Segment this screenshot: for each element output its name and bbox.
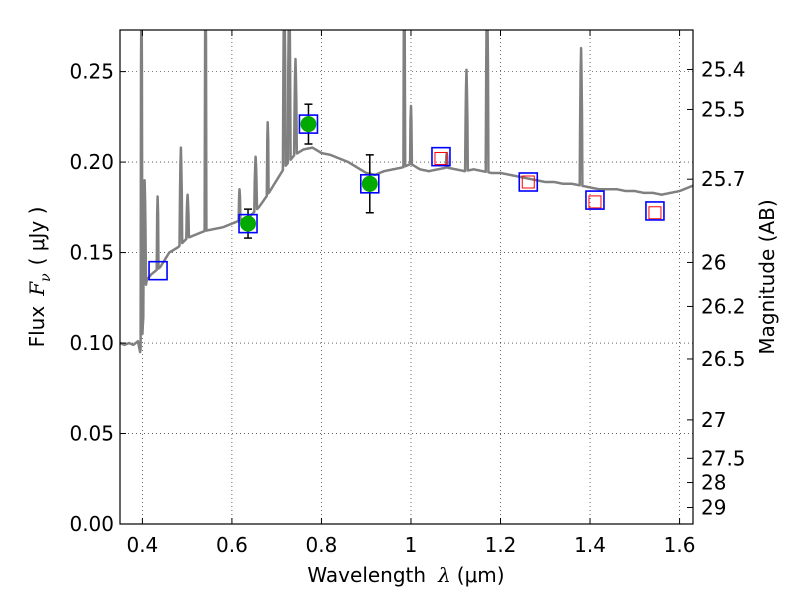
observed-point-2 bbox=[361, 175, 378, 192]
markers bbox=[148, 103, 665, 281]
y-axis-ticks: 0.00 0.05 0.10 0.15 0.20 0.25 bbox=[69, 60, 126, 536]
y2-tick-label-2: 25.7 bbox=[701, 167, 746, 191]
model-point-6 bbox=[585, 190, 605, 210]
x-tick-label-2: 0.8 bbox=[306, 533, 338, 557]
y-tick-label-0: 0.00 bbox=[69, 512, 114, 536]
x-tick-label-3: 1 bbox=[405, 533, 418, 557]
observed-point-1 bbox=[300, 116, 317, 133]
y2-tick-label-0: 25.4 bbox=[701, 57, 746, 81]
y2-tick-label-5: 26.5 bbox=[701, 347, 746, 371]
model-point-4 bbox=[431, 146, 451, 167]
y-tick-label-4: 0.20 bbox=[69, 150, 114, 174]
x-tick-label-4: 1.2 bbox=[485, 533, 517, 557]
y2-tick-label-3: 26 bbox=[701, 250, 726, 274]
y2-tick-label-7: 27.5 bbox=[701, 446, 746, 470]
model-point-5 bbox=[518, 172, 539, 192]
x-tick-label-6: 1.6 bbox=[664, 533, 696, 557]
x-axis-ticks: 0.4 0.6 0.8 1 1.2 1.4 1.6 bbox=[126, 30, 695, 557]
y2-tick-label-6: 27 bbox=[701, 408, 726, 432]
spectrum-line bbox=[120, 30, 693, 354]
observed-point-0 bbox=[240, 215, 257, 232]
x-tick-label-0: 0.4 bbox=[126, 533, 158, 557]
predicted-point-3 bbox=[648, 206, 662, 220]
y2-tick-label-9: 29 bbox=[701, 495, 726, 519]
y-tick-label-2: 0.10 bbox=[69, 331, 114, 355]
plot-area bbox=[120, 30, 693, 524]
y2-tick-label-1: 25.5 bbox=[701, 97, 746, 121]
model-point-1 bbox=[238, 213, 258, 234]
model-point-2 bbox=[298, 114, 319, 134]
model-point-3 bbox=[359, 174, 380, 194]
x-tick-label-5: 1.4 bbox=[574, 533, 606, 557]
y2-tick-label-8: 28 bbox=[701, 471, 726, 495]
y-tick-label-1: 0.05 bbox=[69, 422, 114, 446]
predicted-point-0 bbox=[434, 151, 448, 165]
plot-content bbox=[120, 30, 693, 354]
model-point-7 bbox=[645, 201, 665, 221]
x-axis-label: Wavelength λ (μm) bbox=[307, 563, 504, 587]
model-point-0 bbox=[148, 260, 168, 281]
y-axis-label: FluxFν( μJy ) bbox=[25, 207, 54, 348]
y-tick-label-5: 0.25 bbox=[69, 60, 114, 84]
predicted-point-2 bbox=[588, 195, 602, 209]
plot-frame bbox=[119, 29, 694, 525]
predicted-point-1 bbox=[521, 175, 535, 189]
y-tick-label-3: 0.15 bbox=[69, 241, 114, 265]
y2-axis-label: Magnitude (AB) bbox=[755, 199, 779, 354]
y2-tick-label-4: 26.2 bbox=[701, 294, 746, 318]
x-tick-label-1: 0.6 bbox=[216, 533, 248, 557]
